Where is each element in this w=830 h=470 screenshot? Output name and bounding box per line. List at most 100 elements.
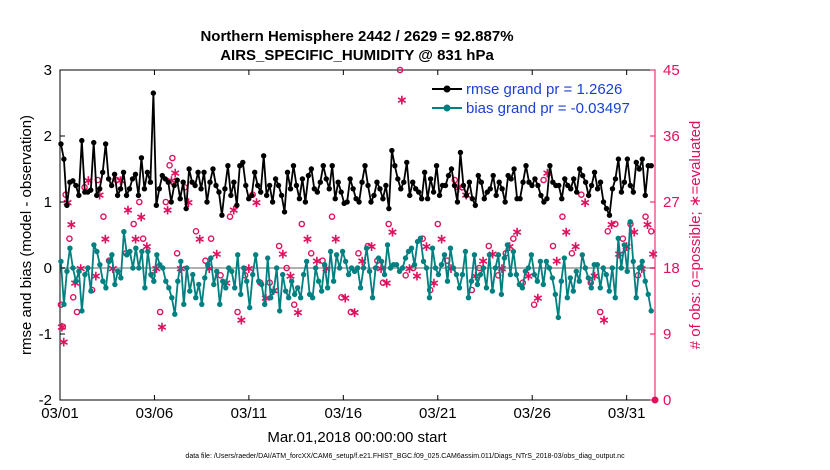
obs-possible-marker — [642, 213, 649, 220]
bias-point — [444, 278, 451, 284]
data-file-note: data file: /Users/raeder/DAI/ATM_forcXX/… — [185, 453, 625, 460]
obs-evaluated-marker: ∗ — [349, 305, 361, 321]
obs-evaluated-marker: ∗ — [183, 195, 195, 211]
bias-point — [504, 242, 511, 248]
bias-point — [498, 291, 505, 298]
bias-point — [645, 291, 651, 298]
bias-point — [606, 288, 612, 294]
obs-possible-marker — [307, 250, 315, 257]
rmse-point — [290, 163, 297, 169]
rmse-point — [347, 176, 353, 182]
obs-possible-marker — [647, 228, 655, 235]
rmse-point — [249, 192, 255, 199]
rmse-point — [225, 163, 231, 169]
legend-rmse-label: rmse grand pr = 1.2626 — [466, 81, 622, 98]
bias-point — [118, 275, 124, 281]
rmse-point — [260, 153, 267, 159]
rmse-point — [326, 186, 332, 192]
obs-evaluated-marker: ∗ — [65, 217, 77, 233]
rmse-point — [618, 189, 625, 195]
rmse-point — [180, 179, 186, 185]
bias-point — [247, 304, 253, 311]
obs-evaluated-marker: ∗ — [470, 268, 482, 284]
bias-point — [399, 265, 406, 271]
rmse-point — [76, 192, 82, 199]
bias-point — [378, 258, 385, 265]
obs-possible-marker — [604, 228, 612, 235]
bias-point — [483, 285, 490, 291]
bias-point — [58, 258, 64, 265]
rmse-point — [547, 163, 553, 169]
bias-point — [339, 248, 346, 255]
rmse-point — [198, 186, 204, 192]
bias-point — [291, 291, 298, 298]
bias-point — [633, 295, 639, 301]
obs-possible-marker — [485, 242, 493, 250]
bias-point — [139, 248, 145, 255]
bias-point — [459, 271, 466, 278]
legend: rmse grand pr = 1.2626 bias grand pr = -… — [428, 78, 652, 120]
obs-count-layer: ∗∗∗∗∗∗∗∗∗∗∗∗∗∗∗∗∗∗∗∗∗∗∗∗∗∗∗∗∗∗∗∗∗∗∗∗∗∗∗∗… — [56, 66, 659, 350]
rmse-point — [621, 179, 628, 185]
obs-evaluated-marker: ∗ — [487, 246, 499, 262]
rmse-point — [371, 192, 377, 199]
rmse-point — [263, 192, 270, 199]
obs-possible-marker — [166, 162, 173, 169]
bias-point — [531, 271, 538, 278]
obs-possible-marker — [100, 213, 107, 220]
bias-point — [148, 271, 154, 278]
bias-point — [534, 278, 541, 284]
obs-possible-marker — [379, 279, 387, 286]
bias-point — [64, 268, 70, 274]
bias-point — [187, 288, 193, 294]
rmse-point — [407, 192, 413, 199]
rmse-point — [204, 199, 210, 205]
rmse-point — [615, 156, 622, 162]
bias-point — [142, 285, 148, 291]
rmse-point — [332, 196, 338, 202]
bias-point — [465, 295, 472, 301]
rmse-point — [568, 186, 574, 192]
rmse-point — [472, 202, 479, 208]
bias-point — [223, 285, 229, 291]
bias-point — [282, 288, 289, 294]
bias-point — [321, 262, 328, 268]
rmse-point — [603, 205, 610, 212]
rmse-point — [88, 187, 94, 193]
y-tick-label: -1 — [39, 326, 52, 343]
rmse-point — [296, 196, 303, 202]
bias-point — [163, 278, 169, 284]
bias-point — [429, 245, 436, 251]
bias-point — [327, 248, 334, 255]
rmse-point — [129, 176, 136, 182]
bias-point — [294, 285, 301, 291]
rmse-point — [323, 176, 329, 182]
y-tick-label: 1 — [44, 194, 52, 211]
bias-point — [273, 265, 280, 271]
rmse-point — [493, 192, 499, 199]
obs-evaluated-marker: ∗ — [99, 232, 111, 248]
obs-evaluated-marker: ∗ — [285, 268, 297, 284]
rmse-point — [183, 205, 189, 212]
legend-box — [428, 78, 652, 120]
bias-point — [486, 252, 493, 258]
bias-point — [513, 271, 520, 278]
rmse-point — [559, 196, 565, 202]
rmse-point — [287, 186, 294, 192]
rmse-point — [398, 186, 404, 192]
obs-evaluated-marker: ∗ — [523, 268, 535, 284]
y2-tick-label: 0 — [663, 392, 671, 409]
rmse-point — [427, 176, 434, 182]
rmse-point — [299, 176, 306, 182]
bias-point — [393, 262, 400, 268]
rmse-point — [153, 202, 160, 208]
x-tick-label: 03/26 — [513, 405, 551, 422]
obs-possible-marker — [66, 235, 73, 242]
bias-point — [172, 311, 178, 317]
bias-point — [67, 245, 73, 251]
obs-evaluated-marker: ∗ — [436, 232, 448, 248]
obs-possible-marker — [156, 308, 164, 316]
obs-evaluated-marker: ∗ — [211, 246, 223, 262]
obs-possible-marker — [139, 235, 147, 242]
rmse-point — [171, 182, 177, 189]
